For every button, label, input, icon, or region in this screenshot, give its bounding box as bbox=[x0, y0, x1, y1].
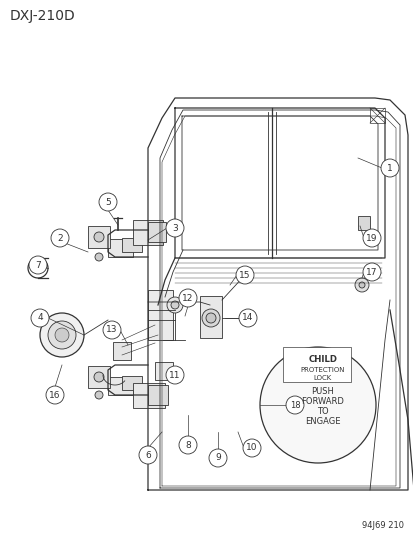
Bar bbox=[357, 216, 369, 230]
Text: 14: 14 bbox=[242, 313, 253, 322]
Circle shape bbox=[139, 446, 157, 464]
Circle shape bbox=[31, 309, 49, 327]
Text: LOCK: LOCK bbox=[313, 375, 331, 381]
Bar bbox=[147, 222, 166, 242]
Circle shape bbox=[55, 328, 69, 342]
Text: 4: 4 bbox=[37, 313, 43, 322]
Text: 13: 13 bbox=[106, 326, 117, 335]
Text: DXJ-210D: DXJ-210D bbox=[10, 9, 76, 23]
Bar bbox=[113, 342, 131, 360]
Text: PUSH: PUSH bbox=[311, 387, 334, 397]
Bar bbox=[133, 383, 165, 408]
Bar bbox=[88, 226, 110, 248]
Text: 3: 3 bbox=[172, 223, 178, 232]
Text: 2: 2 bbox=[57, 233, 63, 243]
Circle shape bbox=[202, 309, 219, 327]
Bar bbox=[369, 108, 384, 123]
Text: 19: 19 bbox=[366, 233, 377, 243]
Circle shape bbox=[242, 439, 260, 457]
Text: CHILD: CHILD bbox=[308, 356, 337, 365]
Circle shape bbox=[51, 229, 69, 247]
Circle shape bbox=[209, 449, 226, 467]
Text: 5: 5 bbox=[105, 198, 111, 206]
Circle shape bbox=[178, 289, 197, 307]
Bar bbox=[108, 377, 133, 395]
Text: 8: 8 bbox=[185, 440, 190, 449]
Circle shape bbox=[99, 193, 117, 211]
Circle shape bbox=[259, 347, 375, 463]
Text: ENGAGE: ENGAGE bbox=[304, 417, 340, 426]
Bar bbox=[108, 239, 133, 257]
Bar bbox=[199, 296, 221, 338]
Text: 6: 6 bbox=[145, 450, 150, 459]
Text: 18: 18 bbox=[289, 400, 299, 409]
Bar bbox=[88, 366, 110, 388]
Circle shape bbox=[358, 282, 364, 288]
Circle shape bbox=[380, 159, 398, 177]
Circle shape bbox=[94, 372, 104, 382]
Text: 11: 11 bbox=[169, 370, 180, 379]
Text: PROTECTION: PROTECTION bbox=[300, 367, 344, 373]
Circle shape bbox=[166, 219, 183, 237]
Circle shape bbox=[238, 309, 256, 327]
Circle shape bbox=[235, 266, 254, 284]
Circle shape bbox=[362, 229, 380, 247]
Text: 15: 15 bbox=[239, 271, 250, 279]
Circle shape bbox=[40, 313, 84, 357]
Text: 10: 10 bbox=[246, 443, 257, 453]
Bar bbox=[122, 376, 142, 390]
Circle shape bbox=[103, 321, 121, 339]
Bar bbox=[133, 220, 163, 245]
FancyBboxPatch shape bbox=[282, 347, 350, 382]
Text: 1: 1 bbox=[386, 164, 392, 173]
Text: 94J69 210: 94J69 210 bbox=[361, 521, 403, 529]
Text: TO: TO bbox=[316, 408, 328, 416]
Circle shape bbox=[46, 386, 64, 404]
Circle shape bbox=[95, 391, 103, 399]
Text: FORWARD: FORWARD bbox=[301, 398, 344, 407]
Bar bbox=[122, 238, 142, 252]
Circle shape bbox=[48, 321, 76, 349]
Circle shape bbox=[166, 366, 183, 384]
Circle shape bbox=[285, 396, 303, 414]
Circle shape bbox=[171, 301, 178, 309]
Text: 17: 17 bbox=[366, 268, 377, 277]
Circle shape bbox=[354, 278, 368, 292]
Circle shape bbox=[29, 256, 47, 274]
Circle shape bbox=[95, 253, 103, 261]
Text: 7: 7 bbox=[35, 261, 41, 270]
Circle shape bbox=[362, 263, 380, 281]
Bar bbox=[147, 290, 173, 340]
Circle shape bbox=[178, 436, 197, 454]
Circle shape bbox=[94, 232, 104, 242]
Bar bbox=[147, 385, 168, 405]
Text: 9: 9 bbox=[215, 454, 221, 463]
Text: 12: 12 bbox=[182, 294, 193, 303]
Text: 16: 16 bbox=[49, 391, 61, 400]
Bar bbox=[154, 362, 173, 380]
Circle shape bbox=[166, 297, 183, 313]
Circle shape bbox=[206, 313, 216, 323]
